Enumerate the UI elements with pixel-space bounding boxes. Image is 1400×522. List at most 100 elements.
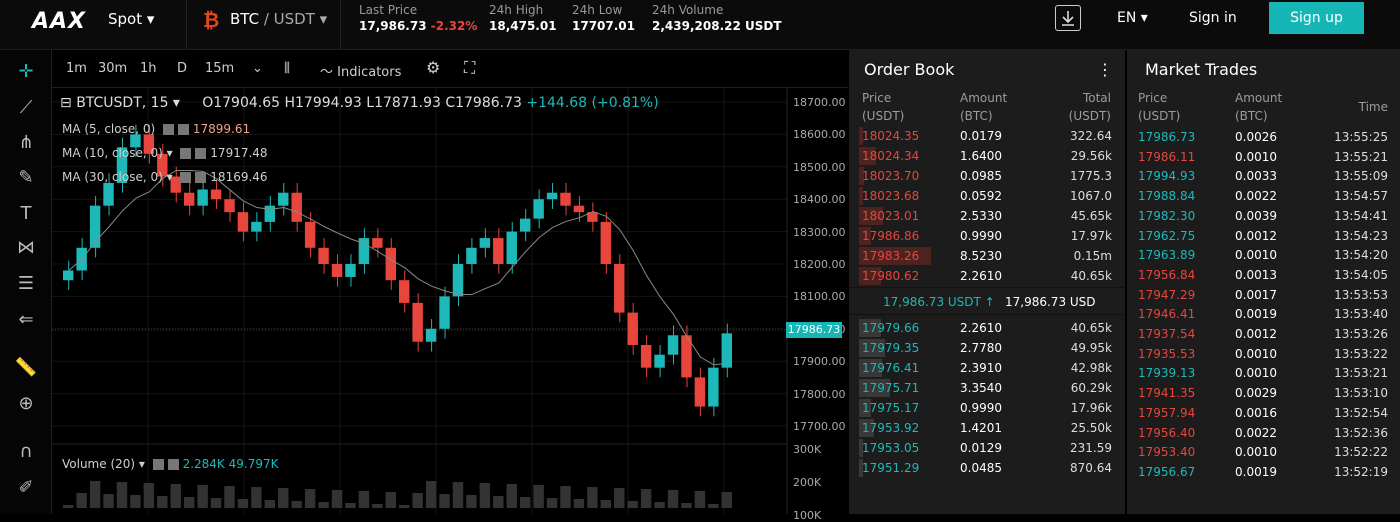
pattern-tool-icon[interactable]: ⋈ bbox=[17, 237, 35, 258]
volume-legend[interactable]: Volume (20) ▾ 2.284K 49.797K bbox=[62, 457, 279, 471]
trade-row: 17963.89 0.0010 13:54:20 bbox=[1127, 245, 1400, 265]
ask-row[interactable]: 18023.01 2.5330 45.65k bbox=[849, 206, 1125, 226]
close-value: C17986.73 bbox=[445, 95, 522, 111]
brush-icon[interactable]: ✎ bbox=[18, 167, 34, 188]
ma10-value: 17917.48 bbox=[210, 146, 268, 160]
bid-row[interactable]: 17976.41 2.3910 42.98k bbox=[849, 358, 1125, 378]
amount-cell: 0.0129 bbox=[960, 441, 1002, 455]
volume-bar bbox=[721, 492, 732, 508]
divider bbox=[340, 0, 341, 50]
close-icon[interactable] bbox=[195, 148, 207, 159]
volume-bar bbox=[197, 485, 208, 508]
depth-bar bbox=[859, 359, 883, 377]
price-cell: 17951.29 bbox=[862, 461, 920, 475]
fibonacci-icon[interactable]: ☰ bbox=[17, 273, 35, 294]
ruler-icon[interactable]: 📏 bbox=[14, 357, 38, 378]
total-cell: 60.29k bbox=[1070, 381, 1112, 395]
volume-bar bbox=[264, 500, 276, 508]
candle-type-icon[interactable]: ⫼ bbox=[284, 61, 290, 76]
ma10-legend[interactable]: MA (10, close, 0) ▾ 17917.48 bbox=[62, 146, 268, 160]
ask-row[interactable]: 17980.62 2.2610 40.65k bbox=[849, 266, 1125, 286]
text-tool-icon[interactable]: T bbox=[20, 203, 32, 224]
fullscreen-icon[interactable]: ⛶ bbox=[464, 58, 476, 77]
ask-row[interactable]: 18024.35 0.0179 322.64 bbox=[849, 126, 1125, 146]
candle bbox=[640, 345, 652, 368]
sign-up-button[interactable]: Sign up bbox=[1269, 2, 1364, 34]
trade-price: 17956.40 bbox=[1138, 425, 1196, 440]
total-cell: 25.50k bbox=[1070, 421, 1112, 435]
trend-line-icon[interactable]: ⟋ bbox=[19, 97, 33, 118]
volume-bar bbox=[103, 494, 114, 508]
candle bbox=[170, 176, 181, 193]
candle bbox=[600, 221, 612, 264]
ask-row[interactable]: 17986.86 0.9990 17.97k bbox=[849, 226, 1125, 246]
bid-row[interactable]: 17953.92 1.4201 25.50k bbox=[849, 418, 1125, 438]
settings-icon[interactable] bbox=[180, 148, 192, 159]
bid-row[interactable]: 17979.66 2.2610 40.65k bbox=[849, 318, 1125, 338]
indicators-label: Indicators bbox=[337, 65, 402, 80]
close-icon[interactable] bbox=[195, 172, 207, 183]
ma5-label: MA (5, close, 0) bbox=[62, 122, 156, 136]
close-icon[interactable] bbox=[178, 124, 190, 135]
fork-tool-icon[interactable]: ⋔ bbox=[18, 132, 34, 153]
trade-price: 17986.11 bbox=[1138, 149, 1196, 164]
settings-icon[interactable] bbox=[152, 459, 164, 470]
price-cell: 17980.62 bbox=[862, 269, 920, 283]
candlestick-chart[interactable] bbox=[52, 88, 849, 514]
volume-bar bbox=[304, 489, 316, 508]
price-axis-label: 17900.00 bbox=[793, 355, 846, 369]
crosshair-icon[interactable]: ✛ bbox=[18, 61, 34, 82]
zoom-in-icon[interactable]: ⊕ bbox=[18, 393, 34, 414]
spot-menu[interactable]: Spot ▾ bbox=[108, 10, 155, 28]
volume-bar bbox=[479, 483, 491, 508]
tf-1h[interactable]: 1h bbox=[140, 61, 157, 76]
tf-more-chevron-icon[interactable]: ⌄ bbox=[252, 61, 263, 76]
candle bbox=[425, 328, 437, 342]
tf-d[interactable]: D bbox=[177, 61, 188, 76]
ask-row[interactable]: 18023.68 0.0592 1067.0 bbox=[849, 186, 1125, 206]
ma5-legend[interactable]: MA (5, close, 0) 17899.61 bbox=[62, 122, 250, 136]
collapse-icon[interactable]: ⊟ bbox=[60, 95, 72, 111]
ask-row[interactable]: 18024.34 1.6400 29.56k bbox=[849, 146, 1125, 166]
drawing-toolbar: ✛ ⟋ ⋔ ✎ T ⋈ ☰ ⇐ 📏 ⊕ ∩ ✐ bbox=[0, 50, 52, 514]
language-selector[interactable]: EN ▾ bbox=[1117, 10, 1148, 26]
low-value: 17707.01 bbox=[572, 19, 636, 33]
indicators-button[interactable]: 〜 Indicators bbox=[320, 61, 401, 80]
back-arrow-icon[interactable]: ⇐ bbox=[18, 309, 34, 330]
bid-row[interactable]: 17975.17 0.9990 17.96k bbox=[849, 398, 1125, 418]
aax-logo[interactable]: AAX bbox=[32, 9, 87, 34]
magnet-icon[interactable]: ∩ bbox=[19, 441, 33, 462]
candle bbox=[452, 264, 464, 297]
bid-row[interactable]: 17953.05 0.0129 231.59 bbox=[849, 438, 1125, 458]
volume-bar bbox=[533, 485, 544, 508]
sign-in-link[interactable]: Sign in bbox=[1189, 10, 1237, 26]
volume-bar bbox=[63, 505, 74, 508]
candle bbox=[103, 183, 114, 206]
more-menu-icon[interactable]: ⋮ bbox=[1097, 60, 1113, 79]
candle bbox=[183, 192, 195, 206]
trade-amount: 0.0033 bbox=[1235, 169, 1277, 184]
amount-cell: 0.9990 bbox=[960, 229, 1002, 243]
mt-header-price: Price bbox=[1138, 91, 1168, 105]
market-trades-panel: Market Trades Price (USDT) Amount (BTC) … bbox=[1127, 50, 1400, 514]
lock-icon[interactable]: ✐ bbox=[18, 477, 34, 498]
settings-icon[interactable] bbox=[163, 124, 175, 135]
trade-amount: 0.0029 bbox=[1235, 386, 1277, 401]
ma30-legend[interactable]: MA (30, close, 0) ▾ 18169.46 bbox=[62, 170, 268, 184]
ask-row[interactable]: 18023.70 0.0985 1775.3 bbox=[849, 166, 1125, 186]
settings-gear-icon[interactable]: ⚙ bbox=[426, 58, 441, 77]
tf-15m[interactable]: 15m bbox=[205, 61, 235, 76]
volume-bar bbox=[708, 504, 719, 508]
settings-icon[interactable] bbox=[180, 172, 192, 183]
tf-1m[interactable]: 1m bbox=[66, 61, 87, 76]
amount-cell: 0.0179 bbox=[960, 129, 1002, 143]
close-icon[interactable] bbox=[167, 459, 179, 470]
bid-row[interactable]: 17951.29 0.0485 870.64 bbox=[849, 458, 1125, 478]
bid-row[interactable]: 17979.35 2.7780 49.95k bbox=[849, 338, 1125, 358]
bid-row[interactable]: 17975.71 3.3540 60.29k bbox=[849, 378, 1125, 398]
tf-30m[interactable]: 30m bbox=[98, 61, 128, 76]
ask-row[interactable]: 17983.26 8.5230 0.15m bbox=[849, 246, 1125, 266]
pair-selector[interactable]: BTC / USDT ▾ bbox=[230, 10, 327, 28]
ma10-label: MA (10, close, 0) bbox=[62, 146, 163, 160]
download-button[interactable] bbox=[1055, 5, 1081, 31]
